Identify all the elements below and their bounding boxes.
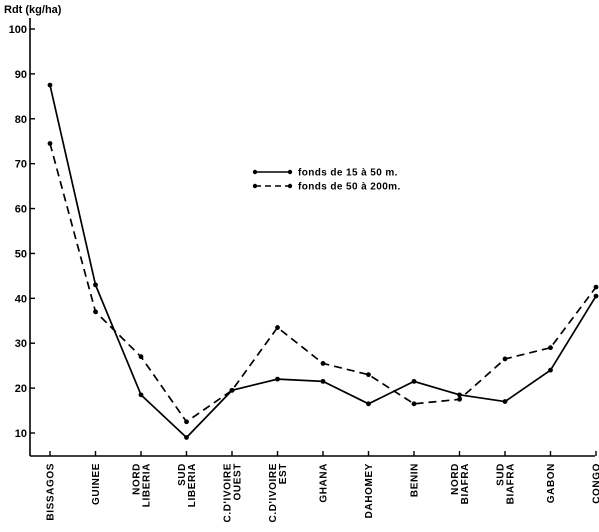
y-tick-label: 20: [15, 383, 27, 395]
x-tick-label-line: SUD: [496, 463, 507, 486]
data-point: [366, 401, 371, 407]
data-point: [229, 387, 235, 393]
data-point: [548, 367, 553, 373]
legend: fonds de 15 à 50 m. fonds de 50 à 200m.: [252, 168, 401, 193]
x-tick-label-line: NORD: [132, 463, 143, 495]
data-point: [320, 378, 326, 384]
y-tick-label: 100: [9, 24, 27, 36]
legend-marker: [287, 169, 293, 175]
data-point: [138, 392, 144, 398]
legend-marker: [287, 183, 293, 189]
x-tick-label-line: OUEST: [233, 463, 244, 500]
axes: [29, 18, 595, 457]
x-tick-label-line: BISSAGOS: [46, 463, 57, 521]
data-point: [366, 372, 371, 378]
x-tick-label: SUD LIBERIA: [177, 463, 198, 507]
x-tick-label: NORD BIAFRA: [450, 463, 471, 504]
x-tick-label-line: GHANA: [319, 463, 330, 503]
data-point: [47, 141, 53, 146]
data-point: [47, 82, 53, 88]
x-tick-label-line: SUD: [177, 463, 188, 486]
legend-label-0: fonds de 15 à 50 m.: [298, 168, 398, 179]
y-tick-label: 90: [15, 69, 27, 81]
legend-marker: [252, 169, 258, 175]
x-tick-label-line: EST: [278, 463, 289, 484]
y-tick-label: 70: [15, 159, 27, 171]
series-line-0: [49, 84, 597, 439]
y-axis-title: Rdt (kg/ha): [4, 4, 62, 16]
data-point: [138, 354, 144, 360]
x-tick-label-line: BENIN: [410, 463, 421, 497]
x-tick-label-line: BIAFRA: [506, 463, 517, 504]
x-tick-label-line: LIBERIA: [187, 463, 198, 507]
x-tick-label: SUD BIAFRA: [496, 463, 517, 504]
x-tick-label: BISSAGOS: [46, 463, 57, 521]
x-tick-label: BENIN: [410, 463, 421, 497]
legend-label-1: fonds de 50 à 200m.: [298, 182, 401, 193]
data-point: [502, 356, 508, 362]
data-point: [593, 293, 599, 299]
x-tick-label-line: DAHOMEY: [364, 463, 375, 518]
data-point: [93, 309, 98, 315]
y-tick-label: 10: [15, 428, 27, 440]
y-tick-label: 50: [15, 248, 27, 260]
x-tick-label: C.D'IVOIRE EST: [268, 463, 289, 523]
data-point: [275, 376, 280, 382]
y-tick-label: 40: [15, 293, 27, 305]
x-tick-label: GHANA: [319, 463, 330, 503]
x-tick-label-line: GUINEE: [91, 463, 102, 505]
y-tick-label: 80: [15, 114, 27, 126]
data-point: [320, 361, 326, 366]
data-point: [275, 325, 280, 330]
x-tick-label: CONGO: [592, 463, 599, 504]
x-tick-label-line: C.D'IVOIRE: [268, 463, 279, 523]
data-point: [457, 392, 462, 398]
y-axis-ticks: 10 20 30 40 50 60 70 80 90 100: [9, 24, 35, 440]
x-tick-label: GABON: [546, 463, 557, 503]
data-point: [411, 401, 417, 407]
x-tick-label-line: LIBERIA: [142, 463, 153, 507]
y-tick-label: 60: [15, 204, 27, 216]
data-point: [411, 378, 417, 384]
x-tick-label: GUINEE: [91, 463, 102, 505]
x-tick-label-line: C.D'IVOIRE: [223, 463, 234, 523]
series-group: [47, 82, 599, 440]
data-point: [184, 419, 189, 425]
x-tick-label-line: GABON: [546, 463, 557, 503]
x-tick-label-line: BIAFRA: [460, 463, 471, 504]
x-tick-label: DAHOMEY: [364, 463, 375, 518]
data-point: [593, 284, 599, 290]
data-point: [457, 396, 462, 402]
x-tick-label: C.D'IVOIRE OUEST: [223, 463, 244, 523]
data-point: [502, 399, 508, 404]
x-tick-label-line: NORD: [450, 463, 461, 495]
y-tick-label: 30: [15, 338, 27, 350]
x-tick-label-line: CONGO: [592, 463, 599, 504]
data-point: [184, 435, 189, 440]
legend-marker: [252, 183, 258, 189]
x-axis-ticks: BISSAGOS GUINEE NORD LIBERIA SUD LIBERIA C.D'I…: [46, 451, 599, 523]
x-tick-label: NORD LIBERIA: [132, 463, 153, 507]
data-point: [548, 345, 553, 351]
data-point: [93, 282, 98, 288]
